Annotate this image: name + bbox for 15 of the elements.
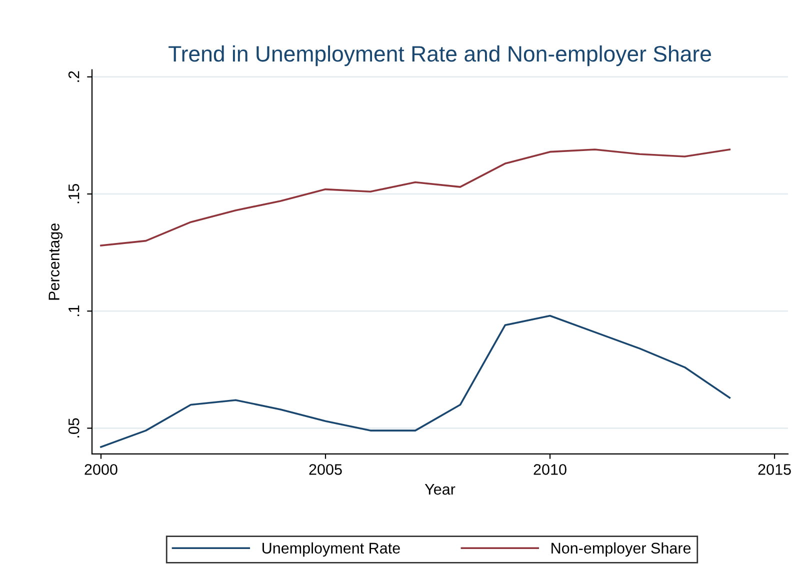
x-tick-label: 2000 bbox=[84, 464, 118, 475]
y-tick-label: .15 bbox=[68, 184, 80, 204]
legend-label: Non-employer Share bbox=[552, 542, 691, 557]
y-tick-label: .05 bbox=[68, 418, 80, 438]
x-tick-label: 2005 bbox=[309, 464, 342, 475]
x-tick-label: 2015 bbox=[758, 464, 791, 475]
y-tick-label: .1 bbox=[68, 305, 80, 316]
y-tick-label: .2 bbox=[68, 71, 80, 82]
legend-label: Unemployment Rate bbox=[262, 542, 400, 557]
y-axis-title: Percentage bbox=[48, 224, 62, 300]
line-series bbox=[100, 314, 731, 448]
x-axis-title: Year bbox=[424, 484, 456, 495]
x-tick-label: 2010 bbox=[534, 464, 566, 475]
line-series bbox=[100, 148, 731, 246]
chart-title: Trend in Unemployment Rate and Non-employer Share bbox=[168, 45, 711, 66]
